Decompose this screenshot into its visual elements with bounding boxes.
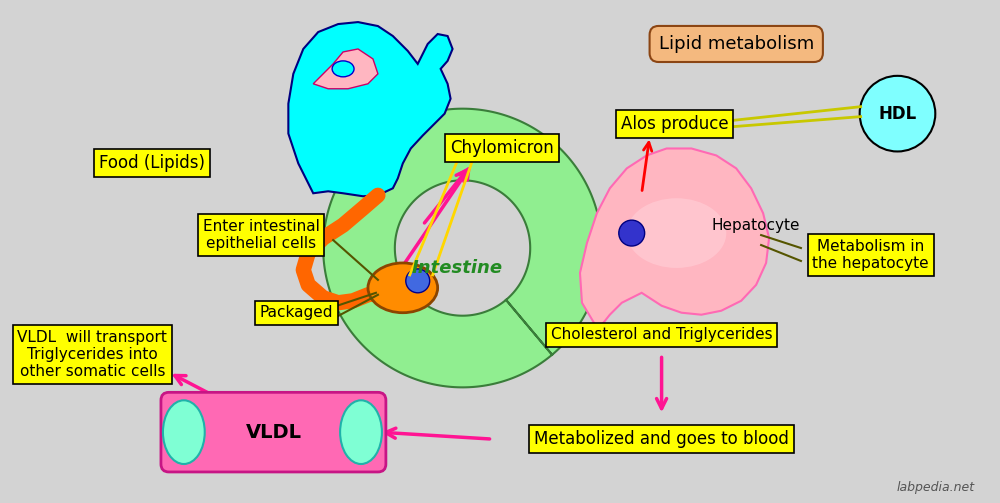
FancyBboxPatch shape [161,392,386,472]
Ellipse shape [332,61,354,77]
Text: Lipid metabolism: Lipid metabolism [659,35,814,53]
Text: Food (Lipids): Food (Lipids) [99,154,205,173]
Text: HDL: HDL [878,105,917,123]
Text: Packaged: Packaged [260,305,333,320]
Circle shape [619,220,645,246]
Text: Metabolized and goes to blood: Metabolized and goes to blood [534,430,789,448]
Text: labpedia.net: labpedia.net [897,481,975,494]
Ellipse shape [627,198,726,268]
Ellipse shape [340,400,382,464]
Text: Enter intestinal
epithelial cells: Enter intestinal epithelial cells [203,219,320,252]
Text: Hepatocyte: Hepatocyte [711,218,800,232]
Polygon shape [580,148,769,327]
Ellipse shape [163,400,205,464]
Text: Metabolism in
the hepatocyte: Metabolism in the hepatocyte [812,239,929,271]
Circle shape [860,76,935,151]
Text: Intestine: Intestine [412,259,503,277]
Text: Alos produce: Alos produce [621,115,728,133]
Polygon shape [288,22,453,196]
Circle shape [406,269,430,293]
Text: Cholesterol and Triglycerides: Cholesterol and Triglycerides [551,327,772,342]
Text: Chylomicron: Chylomicron [450,139,554,157]
Ellipse shape [368,263,438,313]
Polygon shape [313,49,378,89]
Text: VLDL  will transport
Triglycerides into
other somatic cells: VLDL will transport Triglycerides into o… [17,329,167,379]
Text: VLDL: VLDL [245,423,301,442]
Polygon shape [323,109,602,387]
